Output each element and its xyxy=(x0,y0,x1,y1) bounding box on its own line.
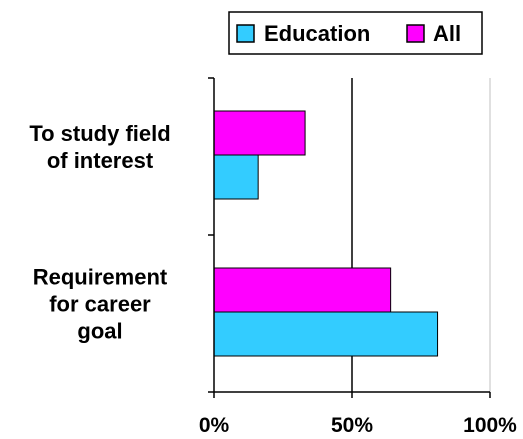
x-tick-labels: 0% 50% 100% xyxy=(199,414,517,437)
x-tick-label-100: 100% xyxy=(463,414,517,437)
category-label-line: goal xyxy=(77,318,122,343)
category-label-line: of interest xyxy=(47,148,154,173)
bar-education-requirement-for-career-goal xyxy=(213,311,439,357)
legend-swatch-all xyxy=(406,24,425,43)
legend-swatch-education xyxy=(236,24,255,43)
legend: Education All xyxy=(228,11,483,55)
category-label-to-study-field-of-interest: To study field of interest xyxy=(29,121,170,173)
category-label-line: for career xyxy=(49,291,151,316)
category-label-line: To study field xyxy=(29,121,170,146)
legend-box xyxy=(228,11,483,55)
axes xyxy=(208,77,491,398)
category-label-requirement-for-career-goal: Requirement for career goal xyxy=(33,264,168,343)
category-label-line: Requirement xyxy=(33,264,168,289)
x-tick-label-50: 50% xyxy=(331,414,373,437)
legend-label-education: Education xyxy=(264,21,370,46)
category-labels: To study field of interest Requirement for … xyxy=(29,121,170,344)
bar-education-to-study-field-of-interest xyxy=(213,154,259,200)
bar-all-requirement-for-career-goal xyxy=(213,267,392,313)
x-tick-label-0: 0% xyxy=(199,414,230,437)
bars xyxy=(213,110,439,357)
bar-all-to-study-field-of-interest xyxy=(213,110,306,156)
legend-label-all: All xyxy=(433,21,461,46)
